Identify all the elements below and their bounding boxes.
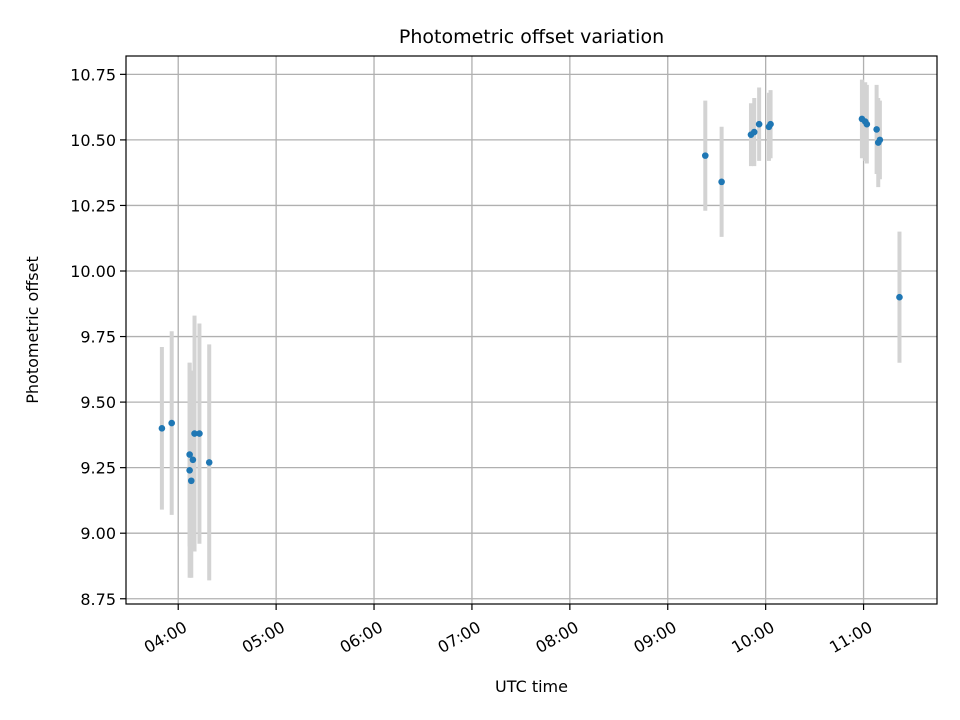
- y-tick-label: 10.75: [70, 65, 116, 84]
- grid: [126, 56, 937, 604]
- x-tick-label: 08:00: [532, 617, 581, 657]
- x-tick-label: 10:00: [728, 617, 777, 657]
- data-point: [189, 456, 197, 464]
- data-point: [873, 126, 880, 133]
- y-tick-label: 10.25: [70, 196, 116, 215]
- data-point: [158, 425, 166, 432]
- data-point: [718, 178, 725, 186]
- y-tick-label: 8.75: [80, 590, 116, 609]
- data-point: [863, 120, 871, 128]
- y-tick-label: 9.25: [80, 459, 116, 478]
- data-point: [191, 430, 198, 437]
- data-point: [186, 466, 193, 474]
- x-axis-ticks: 04:00 05:00 06:00 07:00 08:00 09:00 10:00 11:00: [141, 604, 876, 657]
- data-point: [876, 136, 884, 144]
- data-point: [755, 120, 763, 128]
- data-point: [701, 152, 709, 159]
- x-tick-label: 11:00: [826, 617, 875, 657]
- data-point: [186, 451, 193, 458]
- x-tick-label: 04:00: [141, 617, 190, 657]
- y-tick-label: 9.75: [80, 328, 116, 347]
- y-tick-label: 10.00: [70, 262, 116, 281]
- data-point: [187, 477, 195, 485]
- x-tick-label: 09:00: [630, 617, 679, 657]
- y-tick-label: 9.00: [80, 524, 116, 543]
- x-tick-label: 06:00: [337, 617, 386, 657]
- data-point: [767, 120, 774, 128]
- x-tick-label: 07:00: [435, 617, 484, 657]
- y-axis-label: Photometric offset: [23, 256, 42, 404]
- data-point: [205, 459, 213, 466]
- data-point: [196, 430, 203, 437]
- chart-title: Photometric offset variation: [399, 26, 664, 48]
- data-point: [896, 293, 903, 301]
- data-point: [750, 128, 758, 136]
- y-tick-label: 9.50: [80, 393, 116, 412]
- data-point: [168, 419, 175, 427]
- x-tick-label: 05:00: [239, 617, 288, 657]
- y-tick-label: 10.50: [70, 131, 116, 150]
- plot-frame: [125, 55, 938, 605]
- y-axis-ticks: 8.75 9.00 9.25 9.50 9.75 10.00 10.25 10.50 10.75: [70, 65, 126, 609]
- data-points: [158, 115, 903, 485]
- x-axis-label: UTC time: [495, 677, 568, 696]
- error-bars: [159, 79, 902, 581]
